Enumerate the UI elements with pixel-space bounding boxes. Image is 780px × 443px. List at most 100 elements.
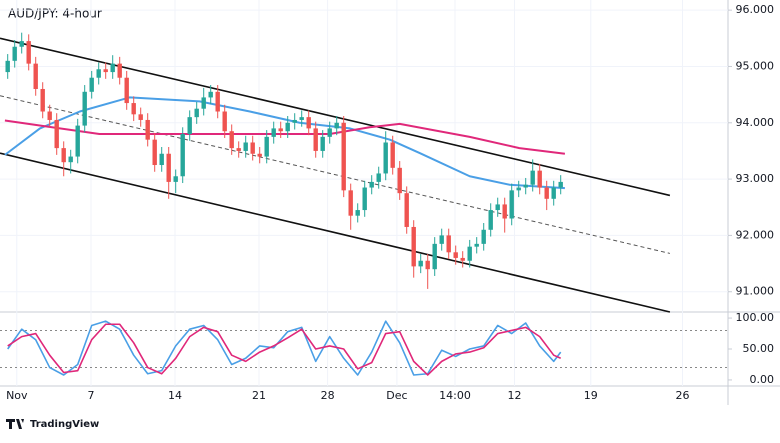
candle-body	[327, 128, 332, 137]
logo	[6, 419, 24, 429]
candle-body	[306, 117, 311, 129]
candle-body	[222, 111, 227, 132]
candle-body	[544, 187, 549, 199]
candle-body	[208, 91, 213, 98]
candle-body	[131, 103, 136, 115]
candle-body	[54, 119, 59, 149]
candle-body	[159, 153, 164, 166]
candle-body	[369, 181, 374, 188]
candle-body	[404, 193, 409, 227]
candle-body	[152, 139, 157, 166]
candle-body	[467, 246, 472, 261]
candle-body	[320, 136, 325, 151]
candle-body	[264, 136, 269, 157]
candle-body	[12, 46, 17, 61]
oscillator-line	[7, 320, 562, 376]
y-tick-label: 92.000	[736, 228, 775, 241]
x-tick-label: 19	[584, 389, 598, 402]
candle-body	[124, 77, 129, 104]
moving-average	[4, 119, 566, 155]
x-tick-label: 14:00	[439, 389, 471, 402]
y-tick-label: 96.000	[736, 3, 775, 16]
candle-body	[376, 173, 381, 182]
footer-brand: TradingView	[30, 419, 99, 430]
candle-body	[488, 210, 493, 230]
y-tick-label: 91.000	[736, 285, 775, 298]
candle-body	[425, 260, 430, 270]
candle-body	[537, 170, 542, 188]
candle-body	[460, 257, 465, 261]
oscillator-line	[7, 323, 562, 376]
candle-body	[453, 252, 458, 258]
candle-body	[68, 156, 73, 163]
y-tick-label: 94.000	[736, 116, 775, 129]
x-tick-label: 12	[508, 389, 522, 402]
y-tick-label: 95.000	[736, 59, 775, 72]
osc-tick-label: 50.00	[743, 342, 775, 355]
candle-body	[89, 77, 94, 92]
x-tick-label: Nov	[6, 389, 28, 402]
x-tick-label: 26	[676, 389, 690, 402]
candle-body	[229, 131, 234, 149]
candle-body	[61, 148, 66, 163]
candle-body	[215, 91, 220, 112]
candle-body	[117, 63, 122, 78]
candle-body	[432, 243, 437, 270]
channel-line	[0, 152, 671, 313]
x-tick-label: 28	[321, 389, 335, 402]
candle-body	[250, 142, 255, 154]
candle-body	[236, 148, 241, 151]
candle-body	[138, 114, 143, 120]
candle-body	[558, 181, 563, 188]
candle-body	[26, 41, 31, 64]
candle-body	[299, 117, 304, 120]
candle-body	[362, 187, 367, 211]
channel-line	[0, 95, 671, 254]
candle-body	[383, 142, 388, 174]
candle-body	[145, 119, 150, 140]
candle-body	[523, 184, 528, 188]
osc-tick-label: 100.00	[736, 311, 775, 324]
x-tick-label: 21	[252, 389, 266, 402]
candle-body	[180, 134, 185, 177]
candle-body	[194, 108, 199, 118]
candle-body	[292, 119, 297, 123]
candle-body	[313, 128, 318, 151]
candle-body	[285, 122, 290, 132]
y-tick-label: 93.000	[736, 172, 775, 185]
candle-body	[19, 41, 24, 47]
x-tick-label: 14	[168, 389, 182, 402]
candle-body	[166, 153, 171, 182]
candle-body	[75, 125, 80, 157]
candle-body	[47, 111, 52, 120]
candle-body	[474, 243, 479, 247]
candle-body	[439, 235, 444, 244]
candle-body	[411, 226, 416, 267]
candle-body	[446, 235, 451, 253]
x-tick-label: 7	[88, 389, 95, 402]
candle-body	[390, 142, 395, 168]
candle-body	[33, 63, 38, 89]
candle-body	[82, 91, 87, 126]
candle-body	[341, 122, 346, 191]
candle-body	[481, 229, 486, 244]
candle-body	[502, 204, 507, 219]
candle-body	[110, 63, 115, 73]
x-tick-label: Dec	[386, 389, 407, 402]
candle-body	[40, 88, 45, 112]
osc-tick-label: 0.00	[750, 373, 775, 386]
candle-body	[187, 117, 192, 135]
moving-average	[4, 96, 565, 190]
candle-body	[495, 204, 500, 211]
candle-body	[5, 60, 10, 73]
candle-body	[173, 176, 178, 182]
candle-body	[271, 128, 276, 137]
candle-body	[278, 128, 283, 132]
candle-body	[418, 260, 423, 267]
candle-body	[397, 167, 402, 194]
candle-body	[509, 190, 514, 219]
candle-body	[201, 97, 206, 109]
candle-body	[551, 187, 556, 199]
